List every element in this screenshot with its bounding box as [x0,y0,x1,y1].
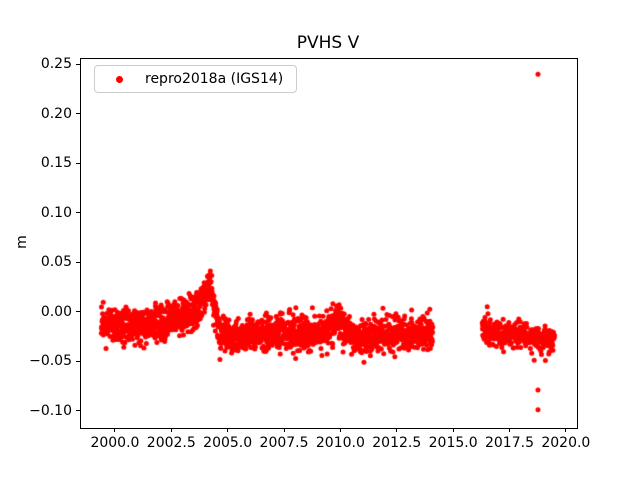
y-tick-mark [76,113,80,115]
x-tick-label: 2007.5 [259,435,309,451]
plot-area: repro2018a (IGS14) [80,58,578,429]
x-tick-mark [452,428,454,432]
legend-marker-dot-icon [116,75,123,83]
y-tick-mark [76,410,80,412]
y-tick-mark [76,212,80,214]
x-tick-mark [339,428,341,432]
y-tick-label: −0.10 [29,402,72,419]
x-tick-mark [283,428,285,432]
x-tick-label: 2002.5 [146,435,196,451]
x-tick-label: 2017.5 [484,435,534,451]
x-tick-label: 2005.0 [203,435,253,451]
x-tick-label: 2010.0 [315,435,365,451]
x-tick-label: 2015.0 [428,435,478,451]
y-tick-mark [76,360,80,362]
y-tick-label: −0.05 [29,353,72,370]
y-tick-mark [76,63,80,65]
x-tick-mark [170,428,172,432]
y-tick-mark [76,311,80,313]
x-tick-mark [227,428,229,432]
y-tick-label: 0.00 [40,303,72,320]
legend-entry-label: repro2018a (IGS14) [145,71,284,87]
x-tick-mark [396,428,398,432]
y-axis-label: m [14,235,30,249]
chart-title: PVHS V [296,33,360,53]
legend: repro2018a (IGS14) [94,65,298,93]
y-tick-label: 0.25 [40,56,72,73]
x-tick-label: 2000.0 [90,435,140,451]
y-tick-label: 0.05 [40,254,72,271]
y-tick-label: 0.10 [40,204,72,221]
scatter-canvas [81,59,577,428]
x-tick-mark [508,428,510,432]
x-tick-mark [114,428,116,432]
x-tick-mark [565,428,567,432]
y-tick-mark [76,261,80,263]
y-tick-mark [76,162,80,164]
x-tick-label: 2020.0 [541,435,591,451]
y-tick-label: 0.15 [40,155,72,172]
x-tick-label: 2012.5 [372,435,422,451]
y-tick-label: 0.20 [40,105,72,122]
